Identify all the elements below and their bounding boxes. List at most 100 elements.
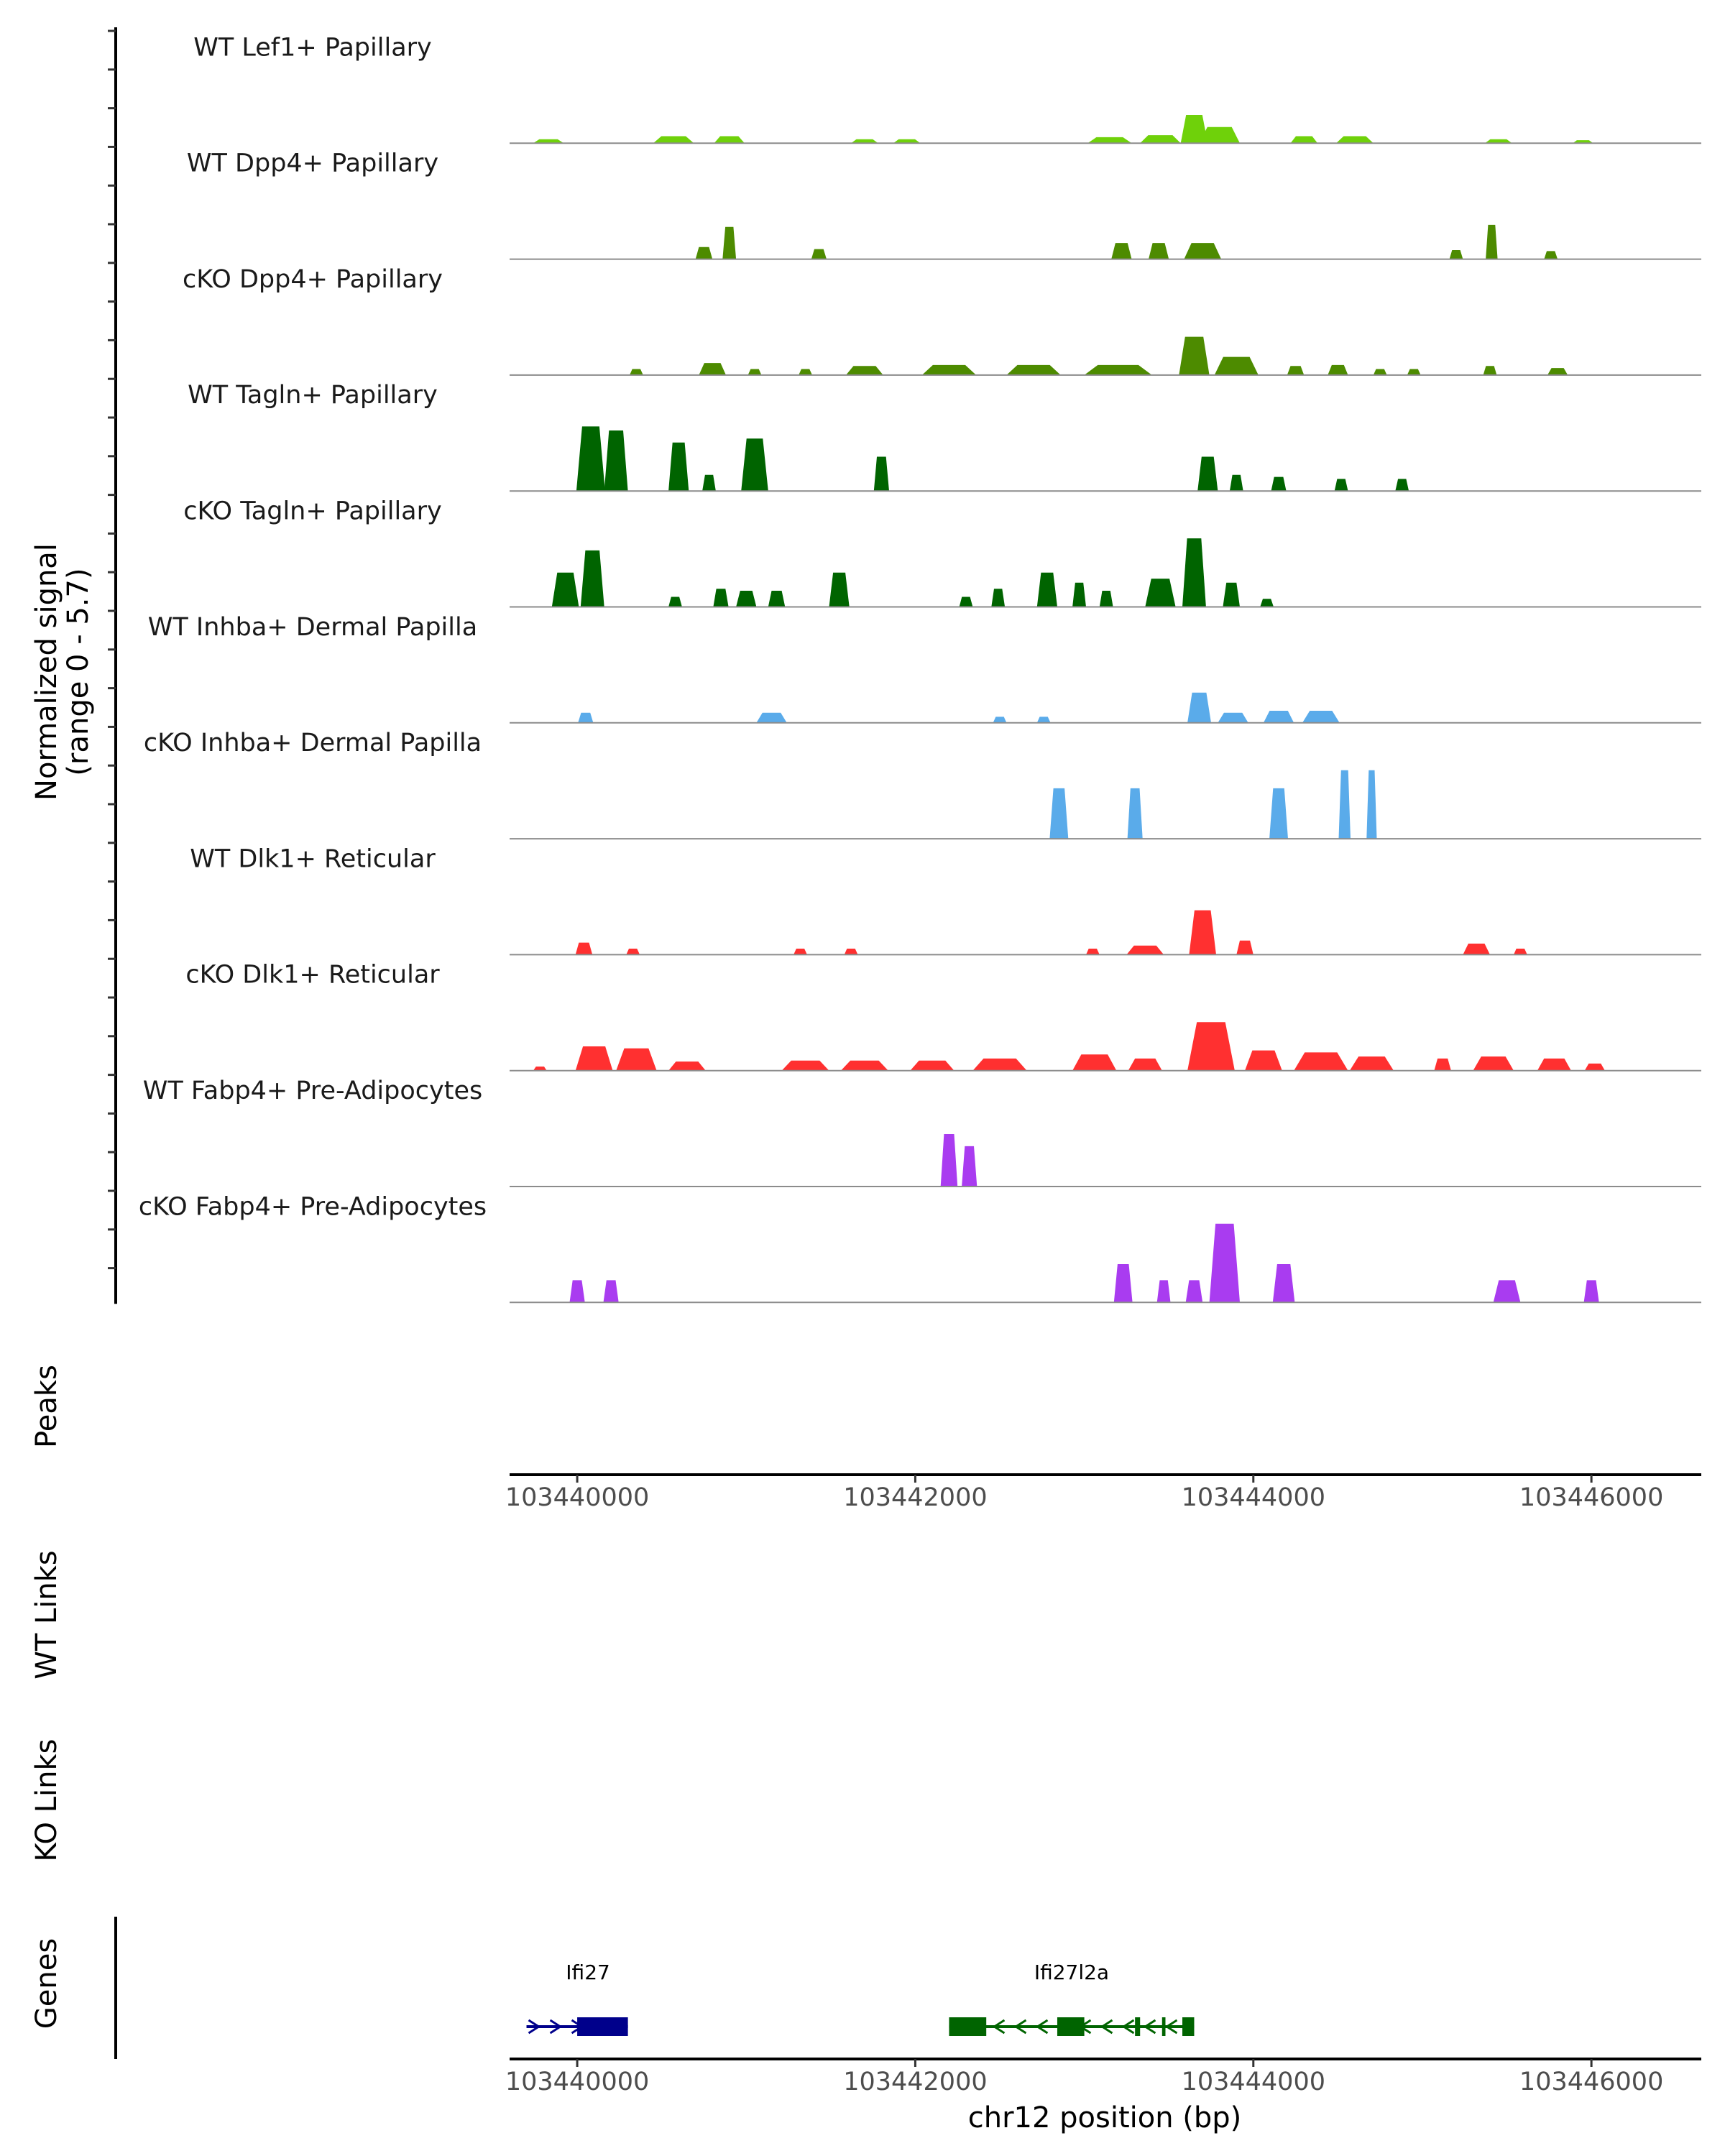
coverage-peak	[1128, 1058, 1162, 1071]
coverage-peak	[1328, 364, 1348, 375]
coverage-peak	[781, 1060, 829, 1071]
coverage-peak	[1449, 250, 1463, 259]
coverage-peak	[972, 1058, 1027, 1071]
coverage-peak	[1334, 479, 1348, 492]
coverage-peak	[702, 474, 716, 492]
coverage-peak	[1006, 364, 1061, 375]
coverage-peak	[1180, 115, 1208, 144]
y-axis	[108, 27, 117, 1304]
coverage-peak	[1263, 711, 1294, 723]
coverage-peak	[699, 363, 726, 375]
gene-strand-arrow	[992, 2019, 1006, 2035]
ko-links-track-label: KO Links	[30, 1739, 63, 1862]
gene-strand-arrow	[1013, 2019, 1027, 2035]
coverage-peak	[575, 942, 593, 955]
coverage-peak	[668, 596, 682, 607]
coverage-peak	[1182, 538, 1206, 607]
coverage-peak	[1036, 717, 1051, 723]
coverage-peak	[893, 139, 921, 144]
gene-model: Ifi27l2a	[949, 1961, 1195, 2036]
x-axis-top-tick-label: 103440000	[505, 1483, 649, 1512]
coverage-peak	[575, 1046, 613, 1071]
coverage-peak	[1407, 369, 1421, 375]
coverage-peak	[840, 1060, 888, 1071]
coverage-peak	[1184, 243, 1222, 259]
coverage-peak	[1111, 243, 1132, 259]
gene-exon	[1162, 2017, 1166, 2036]
peaks-track: Peaks	[30, 1365, 63, 1448]
coverage-peak	[1187, 1022, 1235, 1071]
coverage-peak	[668, 442, 689, 492]
coverage-peak	[713, 589, 729, 607]
coverage-peak	[1287, 366, 1305, 375]
coverage-peak	[1189, 910, 1216, 955]
track-label: cKO Dlk1+ Reticular	[185, 961, 440, 990]
coverage-track: WT Inhba+ Dermal Papilla	[148, 613, 1701, 724]
track-label: WT Lef1+ Papillary	[193, 33, 432, 62]
x-axis-bottom-tick-label: 103442000	[843, 2068, 987, 2096]
gene-model: Ifi27	[526, 1961, 628, 2036]
coverage-peak	[1272, 1264, 1295, 1303]
coverage-peak	[604, 430, 628, 492]
gene-exon	[1057, 2017, 1085, 2036]
coverage-peak	[1036, 572, 1057, 607]
coverage-peak	[1573, 140, 1593, 144]
coverage-peak	[1087, 137, 1132, 144]
coverage-peak	[616, 1048, 657, 1071]
coverage-peak	[1126, 945, 1164, 955]
coverage-peak	[668, 1061, 706, 1071]
coverage-peak	[1269, 788, 1288, 839]
coverage-peak	[1113, 1264, 1133, 1303]
coverage-peak	[1229, 474, 1243, 492]
coverage-peak	[653, 136, 694, 144]
gene-name-label: Ifi27l2a	[1034, 1961, 1109, 1984]
track-label: WT Dpp4+ Papillary	[187, 149, 438, 178]
coverage-peak	[1583, 1280, 1599, 1303]
coverage-peak	[1486, 224, 1498, 259]
coverage-tracks: WT Lef1+ Papillary WT Dpp4+ Papillary cKO …	[139, 33, 1701, 1304]
coverage-track: cKO Tagln+ Papillary	[183, 497, 1701, 608]
coverage-peak	[748, 369, 762, 375]
coverage-peak	[736, 591, 757, 607]
coverage-peak	[1072, 582, 1086, 607]
coverage-peak	[811, 249, 827, 259]
coverage-peak	[1463, 944, 1490, 955]
coverage-peak	[1156, 1280, 1171, 1303]
coverage-peak	[873, 456, 889, 492]
links-tracks: WT Links KO Links	[30, 1550, 63, 1861]
gene-exon	[949, 2017, 987, 2036]
x-axis-bottom-tick-label: 103444000	[1182, 2068, 1325, 2096]
coverage-track: WT Tagln+ Papillary	[188, 381, 1701, 492]
x-axis-bottom-tick-label: 103446000	[1519, 2068, 1663, 2096]
gene-name-label: Ifi27	[566, 1961, 610, 1984]
coverage-peak	[1049, 788, 1069, 839]
coverage-peak	[1514, 949, 1527, 955]
x-axis-bottom: chr12 position (bp) 103440000 103442000 10…	[505, 2058, 1701, 2134]
track-label: cKO Fabp4+ Pre-Adipocytes	[139, 1192, 487, 1221]
y-axis-title-line2: (range 0 - 5.7)	[62, 568, 95, 775]
y-axis-title: Normalized signal (range 0 - 5.7)	[30, 543, 95, 801]
coverage-peak	[626, 949, 640, 955]
coverage-peak	[1395, 479, 1409, 492]
gene-strand-arrow	[1164, 2019, 1178, 2035]
coverage-peak	[576, 426, 605, 492]
coverage-peak	[1271, 476, 1287, 492]
coverage-peak	[1236, 940, 1254, 955]
coverage-peak	[551, 572, 579, 607]
coverage-peak	[1302, 711, 1340, 723]
coverage-peak	[959, 596, 973, 607]
coverage-peak	[993, 717, 1007, 723]
x-axis-top-tick-label: 103446000	[1519, 1483, 1663, 1512]
coverage-peak	[580, 550, 604, 607]
coverage-peak	[1290, 136, 1318, 144]
coverage-peak	[1260, 599, 1274, 607]
coverage-peak	[1218, 712, 1248, 723]
coverage-peak	[1473, 1056, 1514, 1071]
coverage-peak	[1072, 1054, 1117, 1071]
track-label: cKO Tagln+ Papillary	[183, 497, 442, 526]
coverage-peak	[846, 366, 883, 375]
coverage-peak	[1485, 139, 1512, 144]
coverage-peak	[630, 369, 643, 375]
coverage-peak	[1336, 136, 1374, 144]
coverage-peak	[1366, 770, 1377, 839]
